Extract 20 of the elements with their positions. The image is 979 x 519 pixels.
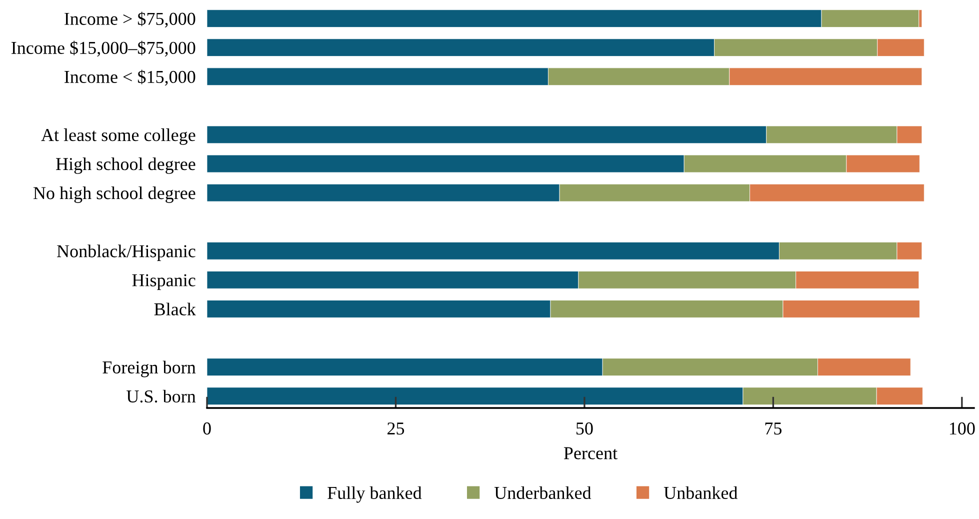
x-tick-label: 50 — [576, 422, 593, 435]
x-tick-label: 25 — [387, 422, 404, 435]
x-tick-label: 100 — [950, 422, 975, 435]
y-tick-label: No high school degree — [33, 186, 196, 203]
y-tick-label: Foreign born — [102, 360, 196, 378]
y-tick-label: Income > $75,000 — [64, 12, 196, 28]
legend-label: Underbanked — [494, 486, 592, 500]
x-axis-title: Percent — [564, 447, 618, 460]
y-tick-label: Income < $15,000 — [64, 70, 196, 86]
y-tick-label: At least some college — [41, 128, 196, 145]
y-tick-label: High school degree — [56, 157, 196, 174]
y-tick-label: Income $15,000–$75,000 — [11, 40, 196, 57]
x-tick-label: 75 — [765, 422, 782, 435]
y-tick-label: Hispanic — [132, 274, 196, 290]
x-tick-label: 0 — [203, 422, 211, 435]
legend-label: Unbanked — [664, 486, 738, 500]
y-tick-label: Nonblack/Hispanic — [57, 244, 196, 261]
legend-label: Fully banked — [328, 486, 422, 503]
y-tick-label: Black — [154, 302, 196, 316]
y-tick-label: U.S. born — [126, 390, 196, 403]
